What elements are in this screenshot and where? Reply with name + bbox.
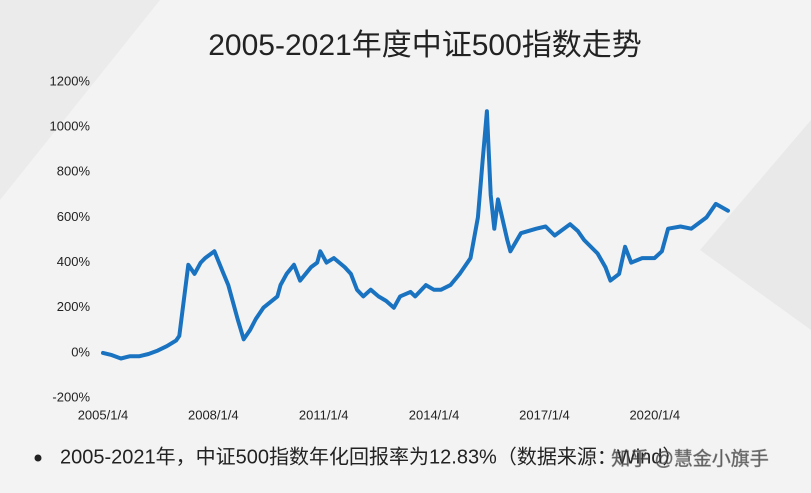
y-tick-label: 200% [57,299,91,314]
y-tick-label: -200% [52,389,90,404]
y-tick-label: 800% [57,164,91,179]
watermark: 知乎 @慧金小旗手 [611,448,769,470]
line-series [101,109,730,361]
x-tick-label: 2005/1/4 [78,407,129,422]
y-tick-label: 600% [57,209,91,224]
y-tick-label: 400% [57,254,91,269]
note: 2005-2021年，中证500指数年化回报率为12.83%（数据来源：Wind… [60,445,682,468]
x-tick-label: 2017/1/4 [519,407,570,422]
x-tick-label: 2020/1/4 [629,407,680,422]
x-tick-label: 2011/1/4 [299,407,349,422]
decor [700,120,811,330]
x-tick-label: 2008/1/4 [188,407,239,422]
bullet [34,454,42,462]
decor [0,0,160,200]
y-tick-label: 1000% [50,119,91,134]
y-tick-label: 1200% [50,73,91,88]
y-tick-label: 0% [71,344,90,359]
chart-title: 2005-2021年度中证500指数走势 [208,29,642,62]
x-tick-label: 2014/1/4 [409,407,460,422]
